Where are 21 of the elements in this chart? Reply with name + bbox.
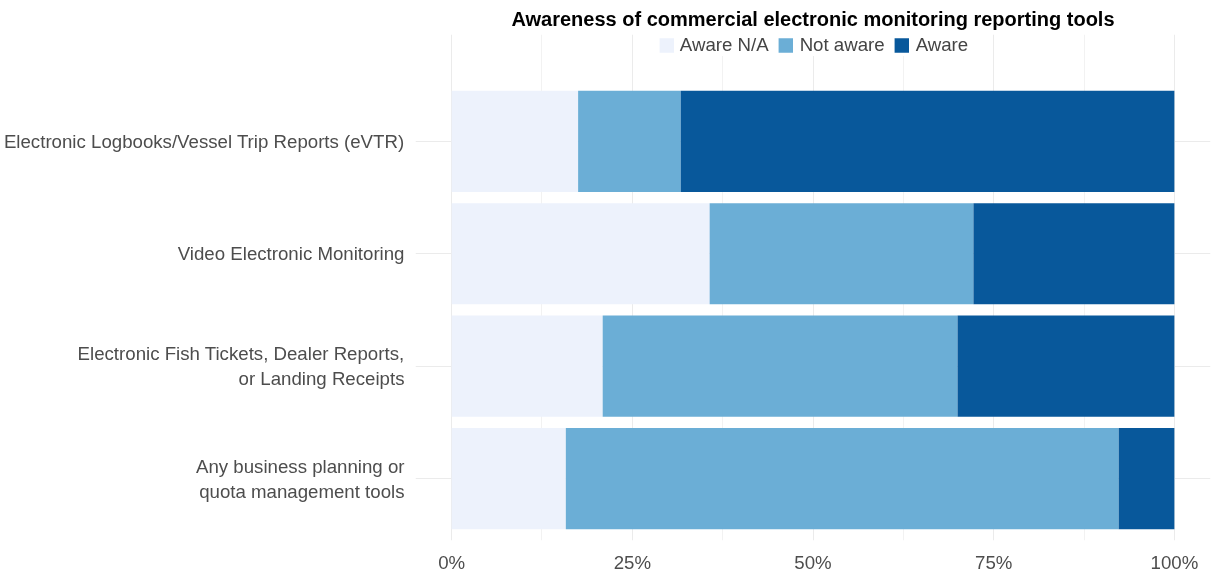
x-tick-label: 25% xyxy=(613,551,651,573)
x-tick-label: 100% xyxy=(1150,551,1199,573)
legend-label: Aware N/A xyxy=(679,34,769,56)
bar xyxy=(973,203,1175,305)
bar xyxy=(957,315,1175,417)
legend-label: Not aware xyxy=(799,34,885,56)
bar xyxy=(565,428,1119,530)
y-tick-label: Electronic Fish Tickets, Dealer Reports, or Landing Receipts xyxy=(77,343,405,390)
x-tick-label: 0% xyxy=(438,551,466,573)
bar xyxy=(680,90,1175,192)
bar xyxy=(602,315,958,417)
bar xyxy=(1118,428,1175,530)
x-tick-label: 75% xyxy=(975,551,1013,573)
bar xyxy=(709,203,974,305)
x-tick-label: 50% xyxy=(794,551,832,573)
chart-title: Awareness of commercial electronic monitoring reporting tools xyxy=(511,7,1115,30)
y-tick-label: Any business planning or quota management tools xyxy=(196,455,405,502)
bar xyxy=(578,90,681,192)
y-tick-label: Video Electronic Monitoring xyxy=(177,243,405,265)
y-tick-label: Electronic Logbooks/Vessel Trip Reports (eVTR) xyxy=(3,130,405,152)
legend-label: Aware xyxy=(915,34,969,56)
